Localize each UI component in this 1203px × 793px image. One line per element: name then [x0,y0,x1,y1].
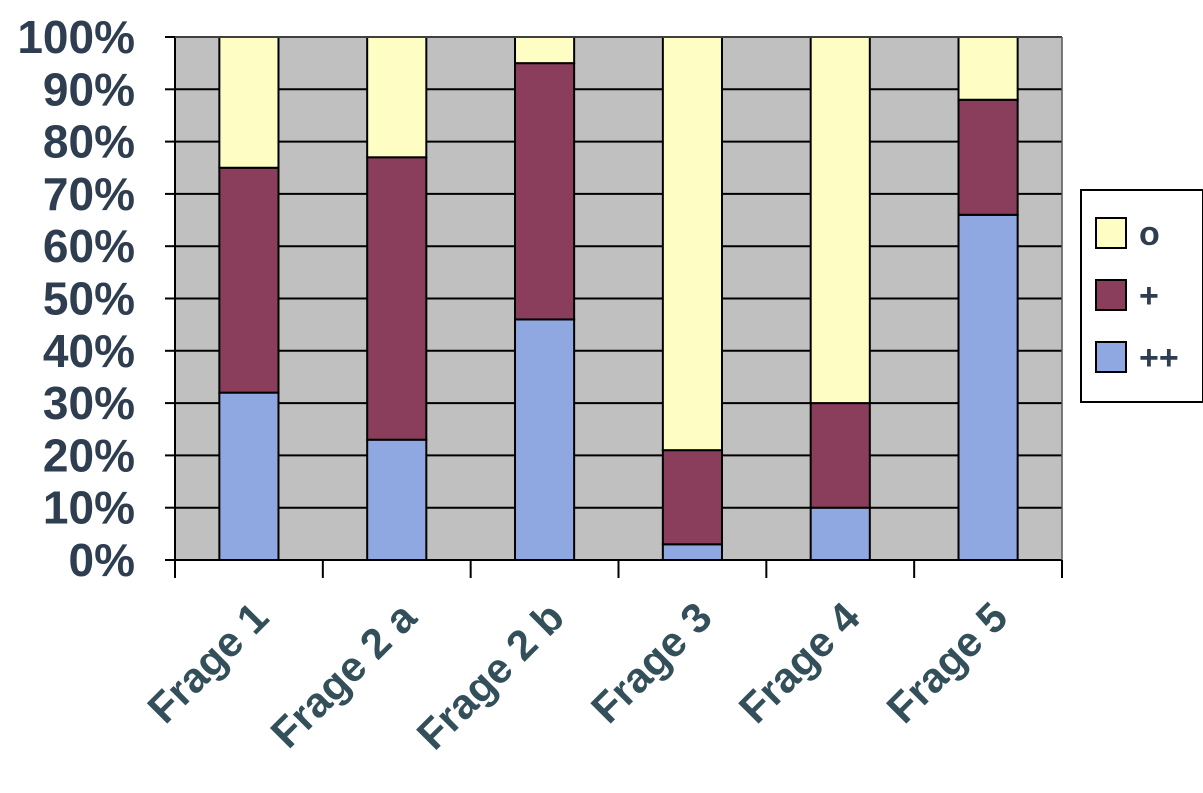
y-tick-labels: 0%10%20%30%40%50%60%70%80%90%100% [17,11,135,586]
category-label: Frage 3 [582,593,721,732]
category-label: Frage 2 a [261,593,425,757]
bar-segment [959,215,1018,560]
y-tick-label: 10% [43,482,135,534]
bar-segment [367,440,426,560]
y-tick-label: 60% [43,220,135,272]
bar-segment [219,393,278,560]
bar-segment [367,37,426,157]
bar-segment [515,37,574,63]
category-label: Frage 1 [138,593,277,732]
bar-segment [515,319,574,560]
bar-segment [811,37,870,403]
y-tick-label: 50% [43,273,135,325]
legend-swatch [1096,280,1126,310]
legend-swatch [1096,218,1126,248]
bar-segment [515,63,574,319]
category-label: Frage 4 [730,593,869,732]
bar-segment [663,450,722,544]
bar-segment [959,37,1018,100]
legend-label: o [1139,215,1160,253]
category-label: Frage 5 [878,593,1017,732]
bar-segment [959,100,1018,215]
y-tick-label: 40% [43,325,135,377]
y-tick-label: 90% [43,63,135,115]
y-tick-label: 100% [17,11,135,63]
bar-segment [663,544,722,560]
bar-segment [219,168,278,393]
category-label: Frage 2 b [408,593,573,758]
legend-swatch [1096,342,1126,372]
bar-segment [811,508,870,560]
y-tick-label: 0% [69,534,135,586]
y-tick-label: 70% [43,168,135,220]
legend-label: ++ [1139,339,1179,377]
bar-segment [219,37,278,168]
bar-segment [811,403,870,508]
bar-segment [663,37,722,450]
bar-segment [367,157,426,439]
y-tick-label: 20% [43,429,135,481]
y-tick-label: 80% [43,116,135,168]
y-tick-label: 30% [43,377,135,429]
legend: o+++ [1081,190,1203,402]
legend-label: + [1139,277,1159,315]
